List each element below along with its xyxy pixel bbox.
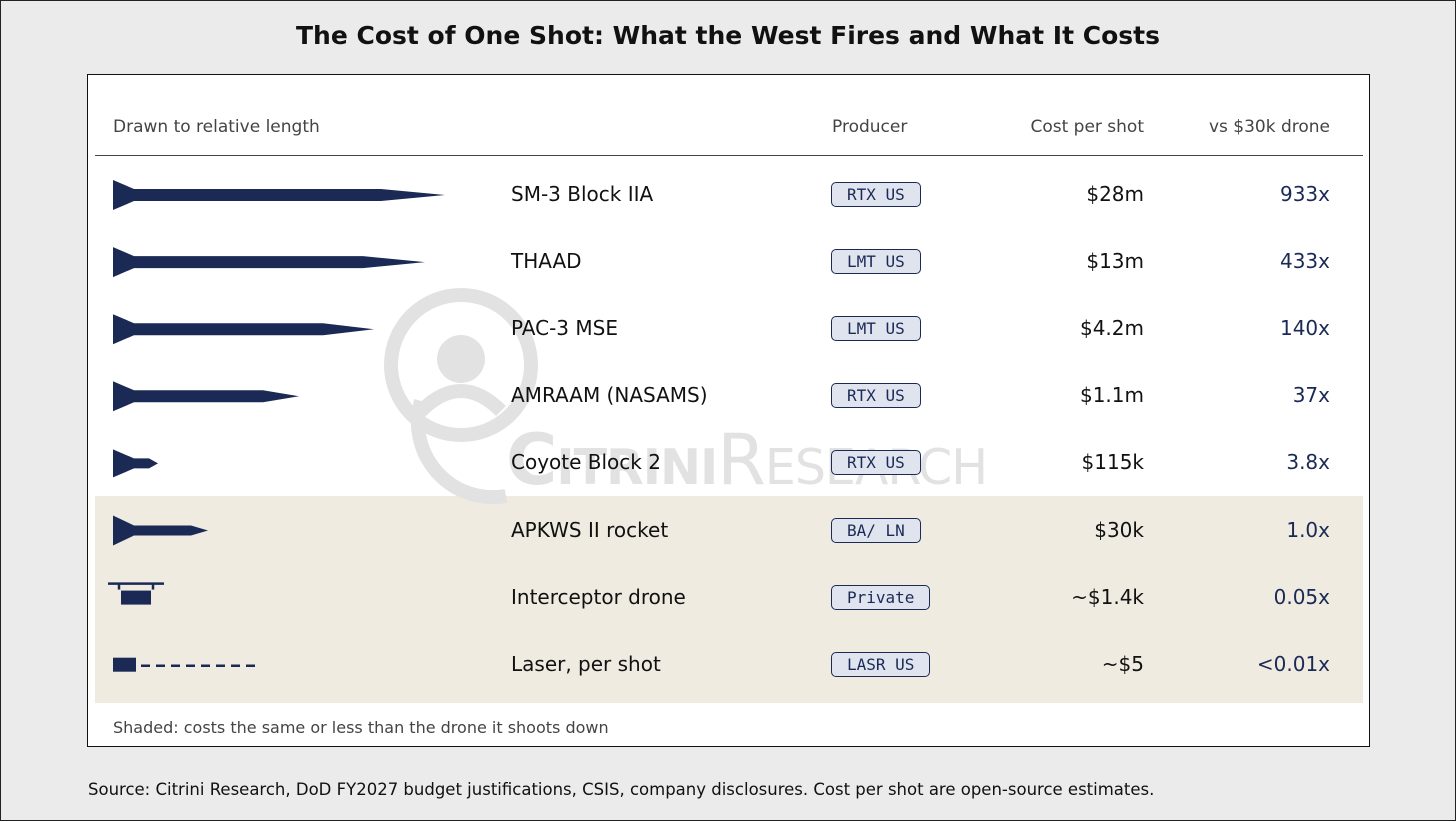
item-name: Coyote Block 2 bbox=[511, 450, 661, 475]
ratio-vs-drone: <0.01x bbox=[1256, 651, 1330, 676]
cost-per-shot: $115k bbox=[1081, 450, 1144, 475]
watermark-ring bbox=[384, 288, 538, 442]
watermark-body bbox=[416, 384, 506, 417]
item-name: PAC-3 MSE bbox=[511, 316, 618, 341]
producer-badge: LMT US bbox=[831, 316, 921, 342]
cost-per-shot: ~$5 bbox=[1101, 651, 1144, 676]
ratio-vs-drone: 37x bbox=[1292, 383, 1330, 408]
producer-badge: RTX US bbox=[831, 182, 921, 207]
ratio-vs-drone: 3.8x bbox=[1286, 450, 1330, 475]
ratio-vs-drone: 433x bbox=[1279, 249, 1330, 274]
item-name: Interceptor drone bbox=[511, 584, 686, 609]
missile-icon bbox=[113, 180, 445, 210]
cost-per-shot: $4.2m bbox=[1079, 316, 1144, 341]
watermark-logo bbox=[384, 288, 538, 505]
producer-badge: BA/ LN bbox=[831, 517, 921, 543]
shaded-rows bbox=[95, 496, 1363, 703]
producer-badge: Private bbox=[831, 584, 931, 610]
producer-badge: LMT US bbox=[831, 249, 921, 275]
ratio-vs-drone: 0.05x bbox=[1273, 584, 1330, 609]
cost-per-shot: $30k bbox=[1094, 517, 1144, 542]
header-rule bbox=[95, 155, 1363, 156]
cost-per-shot: ~$1.4k bbox=[1071, 584, 1144, 609]
header-cell: Producer bbox=[832, 117, 908, 137]
item-name: APKWS II rocket bbox=[511, 517, 669, 542]
cost-per-shot: $1.1m bbox=[1079, 383, 1144, 408]
title: The Cost of One Shot: What the West Fire… bbox=[295, 21, 1160, 50]
drone-body bbox=[121, 590, 151, 605]
ratio-vs-drone: 140x bbox=[1279, 316, 1330, 341]
item-name: AMRAAM (NASAMS) bbox=[511, 383, 708, 408]
watermark-arc bbox=[410, 399, 508, 505]
item-name: THAAD bbox=[511, 249, 582, 274]
missile-icon bbox=[113, 449, 158, 478]
missile-icon bbox=[113, 314, 374, 345]
missile-icon bbox=[113, 515, 208, 546]
ratio-vs-drone: 1.0x bbox=[1286, 517, 1330, 542]
ratio-vs-drone: 933x bbox=[1279, 182, 1330, 206]
cost-per-shot: $28m bbox=[1086, 182, 1144, 206]
watermark-word: Citrini bbox=[506, 419, 718, 501]
watermark-head bbox=[437, 335, 485, 383]
producer-badge: RTX US bbox=[831, 383, 921, 409]
missile-icon bbox=[113, 381, 299, 412]
header-cell: Cost per shot bbox=[1030, 117, 1144, 137]
missile-icon bbox=[113, 247, 425, 278]
cost-per-shot: $13m bbox=[1086, 249, 1144, 274]
item-name: Laser, per shot bbox=[511, 651, 661, 676]
source: Source: Citrini Research, DoD FY2027 bud… bbox=[88, 780, 1155, 799]
header-cell: vs $30k drone bbox=[1208, 117, 1330, 137]
producer-badge: LASR US bbox=[831, 651, 931, 677]
item-name: SM-3 Block IIA bbox=[511, 182, 654, 206]
header-cell: Drawn to relative length bbox=[113, 117, 320, 137]
footnote: Shaded: costs the same or less than the … bbox=[113, 718, 609, 737]
laser-emitter bbox=[113, 657, 136, 672]
producer-badge: RTX US bbox=[831, 450, 921, 476]
